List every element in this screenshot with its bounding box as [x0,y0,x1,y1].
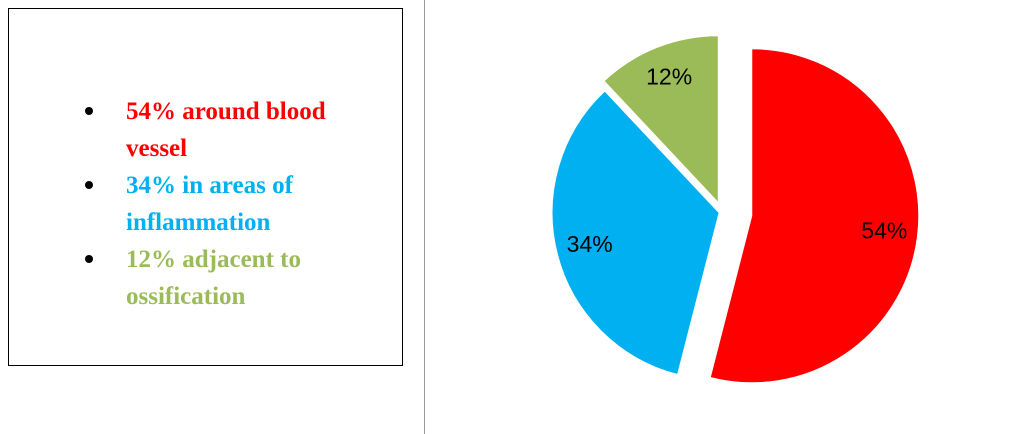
data-label: 12% [646,64,692,90]
legend-item: 12% adjacent to ossification [81,241,361,315]
data-label: 34% [567,231,613,257]
legend-item: 34% in areas of inflammation [81,167,361,241]
pie-slice [603,35,719,204]
legend-box: 54% around blood vessel 34% in areas of i… [8,8,403,366]
data-label: 54% [861,218,907,244]
legend-list: 54% around blood vessel 34% in areas of i… [81,93,361,315]
pie-slice [551,90,720,376]
legend-item: 54% around blood vessel [81,93,361,167]
divider [424,0,425,434]
pie-slice [709,48,920,384]
